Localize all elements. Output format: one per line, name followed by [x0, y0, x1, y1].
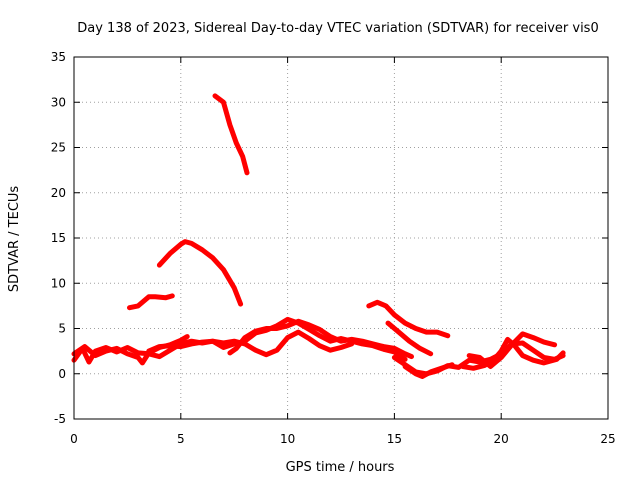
y-tick-label: 30 — [51, 95, 66, 109]
x-tick-label: 15 — [387, 432, 402, 446]
series-arc-4 — [227, 318, 414, 360]
y-tick-label: -5 — [54, 412, 66, 426]
y-tick-label: 15 — [51, 231, 66, 245]
axis-ticks: 0 5 10 15 20 25 -5 0 5 10 15 20 25 30 35 — [51, 50, 616, 446]
series-arc-11 — [127, 293, 175, 311]
y-tick-label: 10 — [51, 276, 66, 290]
series-arc-5 — [391, 340, 566, 377]
y-tick-label: 20 — [51, 186, 66, 200]
series-arc-12 — [366, 299, 451, 339]
x-tick-label: 10 — [280, 432, 295, 446]
series-arc-8 — [460, 336, 566, 371]
x-tick-label: 20 — [494, 432, 509, 446]
x-tick-label: 25 — [600, 432, 615, 446]
series-arc-13 — [385, 320, 434, 357]
series-arc-10 — [156, 239, 244, 307]
x-tick-label: 5 — [177, 432, 185, 446]
y-tick-label: 0 — [58, 367, 66, 381]
y-tick-label: 5 — [58, 322, 66, 336]
y-axis-title: SDTVAR / TECUs — [7, 186, 22, 293]
series-group — [71, 93, 566, 379]
chart-title: Day 138 of 2023, Sidereal Day-to-day VTE… — [77, 21, 598, 36]
grid — [74, 57, 608, 419]
series-arc-9 — [212, 93, 250, 176]
y-tick-label: 35 — [51, 50, 66, 64]
y-tick-label: 25 — [51, 141, 66, 155]
x-axis-title: GPS time / hours — [286, 460, 395, 475]
series-arc-3 — [146, 329, 355, 358]
x-tick-label: 0 — [70, 432, 78, 446]
series-arc-6 — [402, 362, 455, 379]
